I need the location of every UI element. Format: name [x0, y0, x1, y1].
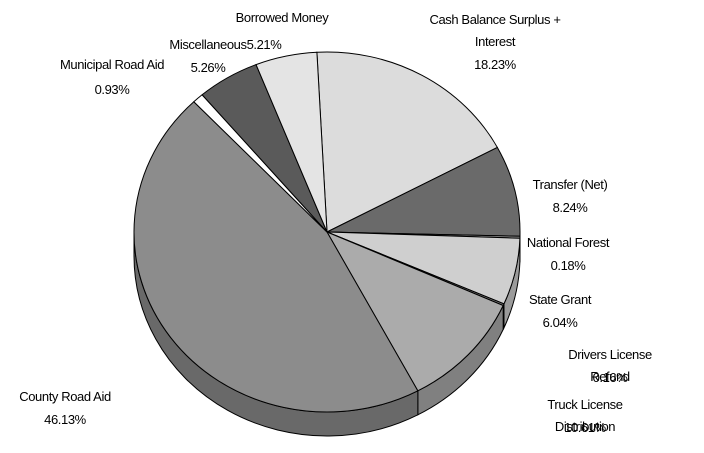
slice-value: 6.04%	[542, 315, 578, 330]
slice	[133, 101, 419, 413]
slice-label: State Grant	[528, 292, 592, 307]
slice-value: 18.23%	[474, 57, 516, 72]
slice	[326, 146, 521, 237]
slice-label: County Road Aid	[19, 389, 111, 404]
slice-label: Drivers License Refund	[568, 347, 652, 384]
slice-label: Borrowed Money	[235, 10, 329, 25]
slice-value: 10.61%	[564, 420, 606, 435]
slice-label: Miscellaneous	[169, 37, 247, 52]
slice-value: 0.18%	[550, 258, 586, 273]
slice-value: 5.21%	[246, 37, 282, 52]
slice	[255, 51, 328, 233]
slice-value: 5.26%	[190, 60, 226, 75]
slice-value: 0.16%	[592, 370, 628, 385]
slice-value: 8.24%	[552, 200, 588, 215]
slice-label: Truck License Distribution	[547, 397, 623, 434]
slice-label: National Forest	[526, 235, 610, 250]
slice	[316, 51, 499, 233]
slice-label: Cash Balance Surplus + Interest	[429, 12, 561, 49]
slice-label: Municipal Road Aid	[59, 57, 165, 72]
slice	[325, 230, 504, 392]
slice-value: 0.93%	[94, 82, 130, 97]
slice-value: 46.13%	[44, 412, 86, 427]
slice-label: Transfer (Net)	[532, 177, 608, 192]
